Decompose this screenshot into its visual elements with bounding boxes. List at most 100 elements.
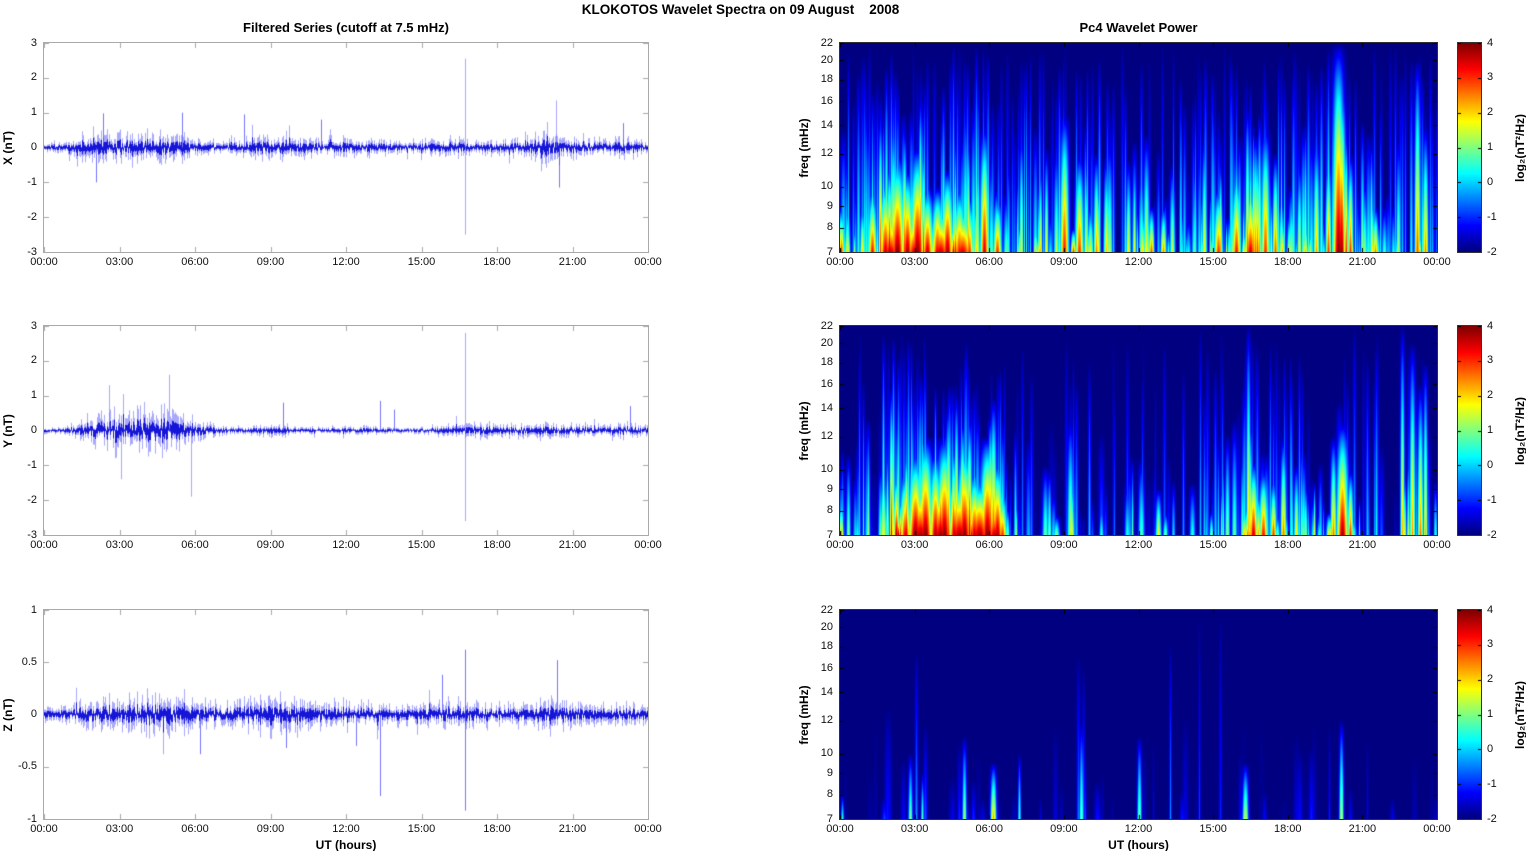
- freq-axis-label-2: freq (mHz): [797, 400, 811, 461]
- y-tick-label: 9: [826, 766, 833, 779]
- y-tick-label: 0: [30, 708, 37, 720]
- y-tick-label: 12: [820, 430, 833, 443]
- x-tick-label: 09:00: [256, 539, 285, 551]
- x-tick-label: 00:00: [634, 256, 662, 268]
- colorbar-2: log₂(nT²/Hz) 4 3 2 1 0 -1 -2: [1457, 320, 1526, 541]
- x-tick-label: 21:00: [558, 823, 587, 835]
- y-tick-label: -1: [27, 812, 37, 825]
- x-tick-label: 00:00: [30, 823, 58, 835]
- x-tick-label: 09:00: [256, 823, 285, 835]
- y-tick-label: 0: [30, 424, 37, 436]
- colorbar-tick-label: 0: [1487, 175, 1494, 188]
- y-tick-label: 1: [30, 389, 37, 402]
- timeseries-y-canvas: [43, 325, 649, 536]
- y-tick-label: 22: [820, 319, 833, 332]
- y-tick-label: 3: [30, 319, 37, 332]
- x-tick-label: 21:00: [558, 256, 587, 268]
- y-tick-label: 12: [820, 714, 833, 727]
- y-tick-label: 14: [820, 685, 833, 698]
- x-tick-label: 15:00: [1199, 823, 1227, 835]
- x-tick-label: 12:00: [332, 256, 360, 268]
- colorbar-tick-label: 1: [1487, 141, 1494, 153]
- x-tick-label: 18:00: [483, 256, 511, 268]
- x-tick-label: 18:00: [483, 539, 511, 551]
- y-tick-label: 7: [826, 528, 833, 541]
- y-tick-label: 16: [820, 94, 833, 107]
- y-tick-label: 14: [820, 118, 833, 131]
- panel-spectrogram-z: freq (mHz) UT (hours) 22 20 18 16 14 12 10 9 8 7 0…: [797, 604, 1451, 851]
- x-tick-label: 18:00: [483, 823, 511, 835]
- y-tick-label: 18: [820, 640, 833, 653]
- y-tick-label: 9: [826, 482, 833, 495]
- x-tick-label: 12:00: [332, 823, 360, 835]
- y-tick-label: 0: [30, 141, 37, 153]
- y-tick-label: 20: [820, 53, 833, 66]
- x-tick-label: 15:00: [407, 539, 436, 551]
- y-axis-label-z: Z (nT): [1, 697, 15, 732]
- colorbar-tick-label: -1: [1487, 777, 1497, 790]
- y-tick-label: 8: [826, 788, 833, 801]
- panel-timeseries-z: Z (nT) UT (hours) 1 0.5 0 -0.5 -1 00:00 03:00 0…: [1, 604, 662, 851]
- y-tick-label: 10: [820, 180, 833, 193]
- x-tick-label: 06:00: [181, 256, 209, 268]
- colorbar-tick-label: 0: [1487, 458, 1494, 471]
- y-tick-label: -3: [27, 245, 37, 258]
- y-tick-label: -1: [27, 458, 37, 471]
- x-tick-label: 03:00: [105, 823, 134, 835]
- colorbar-tick-label: -2: [1487, 245, 1497, 258]
- spectrogram-z-canvas: [839, 609, 1438, 820]
- colorbar-3: log₂(nT²/Hz) 4 3 2 1 0 -1 -2: [1457, 604, 1526, 825]
- x-tick-label: 18:00: [1273, 256, 1302, 268]
- x-tick-label: 00:00: [1423, 256, 1451, 268]
- colorbar-tick-label: -2: [1487, 812, 1497, 825]
- y-tick-label: 20: [820, 336, 833, 349]
- y-tick-label: 1: [30, 106, 37, 119]
- y-tick-label: 3: [30, 36, 37, 49]
- colorbar-tick-label: 3: [1487, 354, 1494, 367]
- colorbar-tick-label: 2: [1487, 389, 1494, 402]
- y-tick-label: -2: [27, 210, 37, 223]
- x-tick-label: 06:00: [975, 539, 1004, 551]
- x-tick-label: 06:00: [181, 539, 209, 551]
- x-tick-label: 18:00: [1273, 539, 1302, 551]
- x-tick-label: 03:00: [105, 539, 134, 551]
- x-tick-label: 09:00: [1050, 539, 1078, 551]
- colorbar-tick-label: 2: [1487, 106, 1494, 119]
- freq-axis-label-1: freq (mHz): [797, 117, 811, 178]
- colorbar-tick-label: 0: [1487, 742, 1494, 755]
- y-tick-label: 16: [820, 661, 833, 674]
- x-tick-label: 15:00: [407, 256, 436, 268]
- x-tick-label: 12:00: [1124, 823, 1153, 835]
- y-tick-label: 10: [820, 463, 833, 476]
- colorbar-3-canvas: [1457, 609, 1482, 820]
- left-column-title: Filtered Series (cutoff at 7.5 mHz): [243, 20, 449, 35]
- x-tick-label: 12:00: [1124, 539, 1153, 551]
- timeseries-z-canvas: [43, 609, 649, 820]
- x-tick-label: 18:00: [1273, 823, 1302, 835]
- x-tick-label: 00:00: [634, 539, 662, 551]
- y-tick-label: 22: [820, 603, 833, 616]
- y-tick-label: 2: [30, 354, 37, 367]
- y-axis-label-x: X (nT): [1, 130, 15, 165]
- x-tick-label: 09:00: [1050, 256, 1078, 268]
- colorbar-2-label: log₂(nT²/Hz): [1513, 396, 1526, 465]
- x-tick-label: 03:00: [900, 539, 929, 551]
- colorbar-1: log₂(nT²/Hz) 4 3 2 1 0 -1 -2: [1457, 37, 1526, 258]
- x-tick-label: 06:00: [975, 256, 1004, 268]
- colorbar-tick-label: 4: [1487, 603, 1494, 616]
- colorbar-1-canvas: [1457, 42, 1482, 253]
- x-tick-label: 06:00: [181, 823, 209, 835]
- colorbar-tick-label: 1: [1487, 708, 1494, 720]
- colorbar-tick-label: 1: [1487, 424, 1494, 436]
- x-tick-label: 12:00: [332, 539, 360, 551]
- x-tick-label: 21:00: [1348, 539, 1377, 551]
- y-tick-label: 7: [826, 812, 833, 825]
- spectrogram-y-canvas: [839, 325, 1438, 536]
- x-tick-label: 00:00: [826, 256, 854, 268]
- y-tick-label: -2: [27, 493, 37, 506]
- y-tick-label: 9: [826, 199, 833, 212]
- x-tick-label: 00:00: [826, 539, 854, 551]
- x-tick-label: 21:00: [558, 539, 587, 551]
- colorbar-1-label: log₂(nT²/Hz): [1513, 113, 1526, 182]
